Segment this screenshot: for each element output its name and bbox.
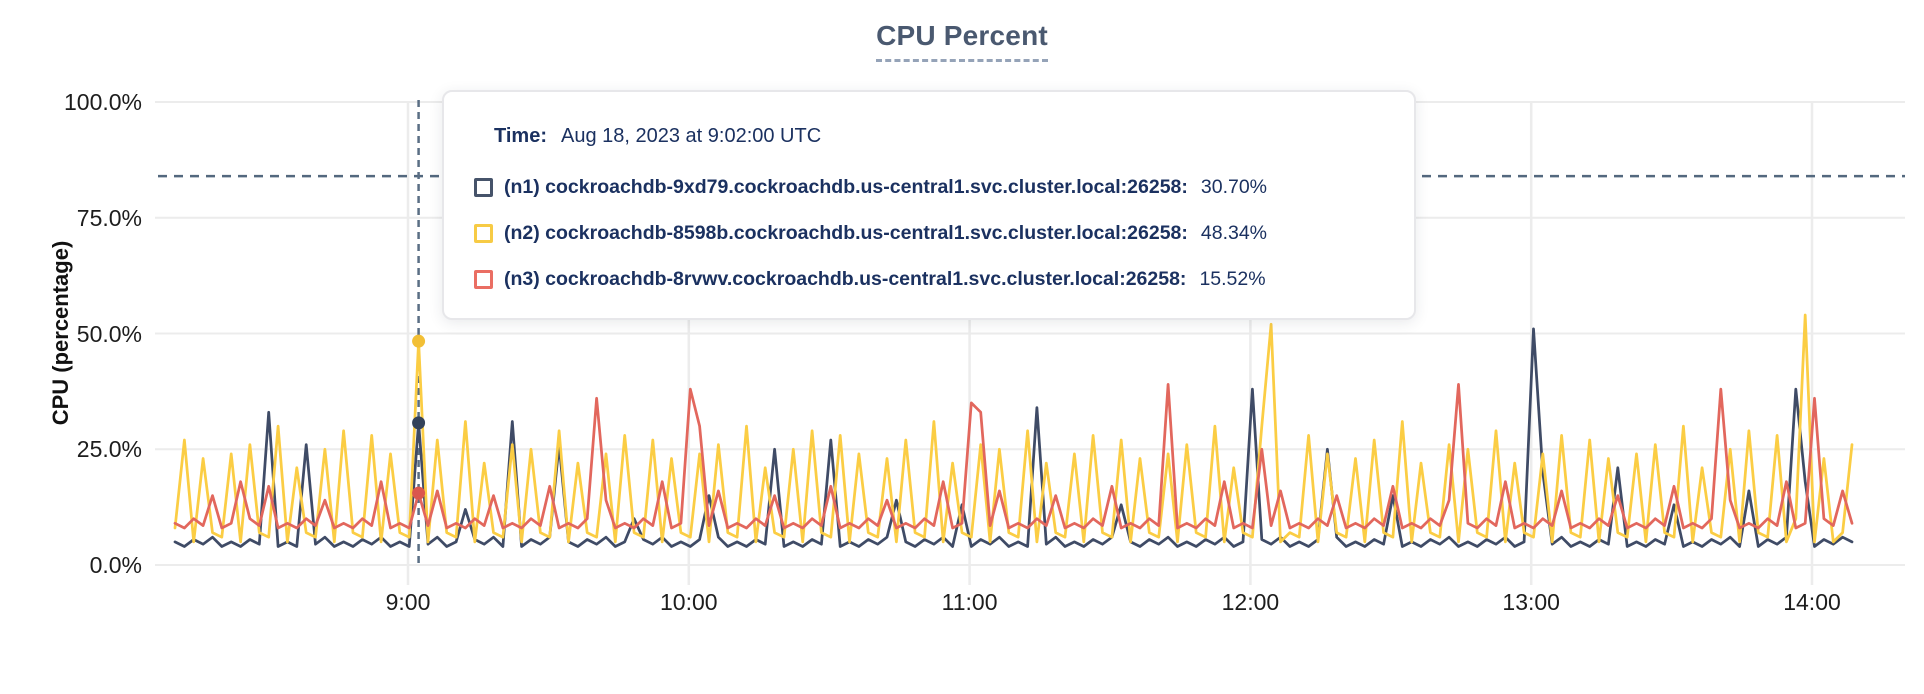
- tooltip-series-row-n1: (n1) cockroachdb-9xd79.cockroachdb.us-ce…: [474, 164, 1384, 210]
- x-tick-label: 12:00: [1221, 589, 1280, 615]
- series-swatch-n2: [474, 223, 493, 243]
- tooltip-series-row-n3: (n3) cockroachdb-8rvwv.cockroachdb.us-ce…: [474, 256, 1384, 302]
- series-swatch-n3: [474, 269, 493, 289]
- chart-header: CPU Percent: [0, 20, 1924, 62]
- series-value-n3: 15.52%: [1199, 267, 1266, 290]
- y-tick-label: 100.0%: [63, 89, 142, 115]
- tooltip-series-row-n2: (n2) cockroachdb-8598b.cockroachdb.us-ce…: [474, 210, 1384, 256]
- chart-title: CPU Percent: [876, 20, 1048, 62]
- tooltip-time-value: Aug 18, 2023 at 9:02:00 UTC: [560, 124, 822, 147]
- series-swatch-n1: [474, 177, 493, 197]
- series-line-n2: [173, 313, 1854, 544]
- series-label-n1: (n1) cockroachdb-9xd79.cockroachdb.us-ce…: [504, 175, 1188, 198]
- tooltip-series-rows: (n1) cockroachdb-9xd79.cockroachdb.us-ce…: [474, 164, 1384, 302]
- y-tick-label: 0.0%: [89, 552, 142, 578]
- hover-dot-n2: [412, 334, 426, 348]
- y-tick-label: 75.0%: [76, 204, 142, 231]
- x-tick-label: 14:00: [1783, 589, 1841, 615]
- series-line-n1: [173, 327, 1854, 548]
- hover-dot-n3: [412, 486, 426, 500]
- series-label-n3: (n3) cockroachdb-8rvwv.cockroachdb.us-ce…: [504, 267, 1187, 290]
- series-value-n1: 30.70%: [1200, 175, 1268, 198]
- y-tick-label: 25.0%: [76, 436, 142, 463]
- x-tick-label: 11:00: [941, 589, 998, 615]
- series-line-n3: [173, 383, 1854, 530]
- hover-dot-n1: [412, 416, 426, 430]
- tooltip-time-row: Time: Aug 18, 2023 at 9:02:00 UTC: [494, 116, 1384, 156]
- series-value-n2: 48.34%: [1200, 221, 1268, 244]
- x-tick-label: 9:00: [385, 589, 431, 615]
- series-label-n2: (n2) cockroachdb-8598b.cockroachdb.us-ce…: [504, 221, 1188, 244]
- x-tick-label: 10:00: [660, 589, 718, 615]
- chart-hover-tooltip: Time: Aug 18, 2023 at 9:02:00 UTC (n1) c…: [442, 90, 1416, 320]
- y-tick-label: 50.0%: [76, 320, 142, 347]
- x-tick-label: 13:00: [1502, 589, 1560, 615]
- tooltip-time-label: Time:: [494, 124, 547, 147]
